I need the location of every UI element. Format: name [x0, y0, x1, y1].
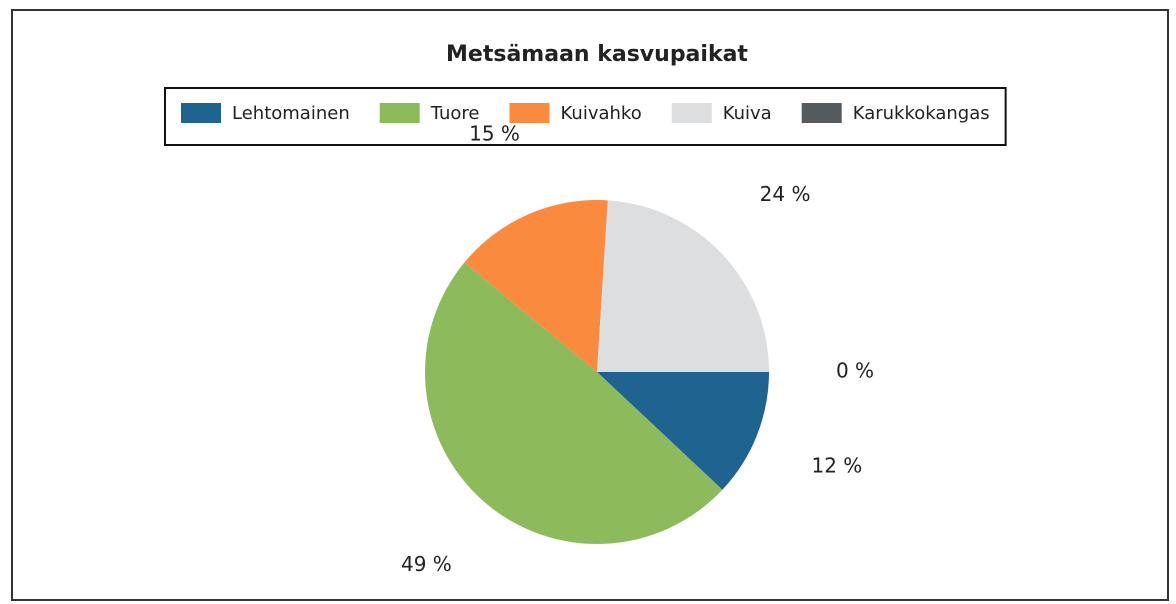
data-label: 15 %: [469, 122, 520, 146]
data-label: 49 %: [401, 552, 452, 576]
legend-label: Tuore: [430, 103, 480, 124]
legend-label: Lehtomainen: [232, 103, 350, 124]
pie-slice: [464, 200, 608, 372]
pie-slice: [597, 200, 769, 372]
chart-title: Metsämaan kasvupaikat: [446, 42, 748, 67]
legend-label: Kuiva: [723, 103, 772, 124]
legend-box: [164, 87, 1007, 146]
pie-slice: [597, 372, 769, 490]
legend-swatch: [379, 103, 420, 123]
data-label: 0 %: [836, 359, 874, 383]
data-label: 24 %: [760, 182, 811, 206]
data-label: 12 %: [811, 453, 862, 477]
legend-swatch: [509, 103, 550, 123]
legend-label: Karukkokangas: [853, 103, 990, 124]
pie-slice: [424, 262, 723, 545]
legend-swatch: [181, 103, 221, 123]
legend-swatch: [671, 103, 712, 123]
legend-label: Kuivahko: [561, 103, 642, 124]
legend-swatch: [801, 103, 842, 123]
